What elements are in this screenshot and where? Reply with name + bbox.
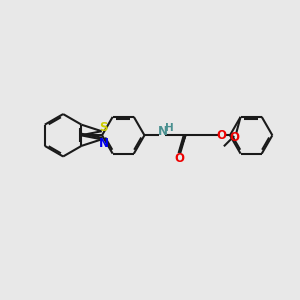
- Text: O: O: [216, 129, 226, 142]
- Text: S: S: [100, 121, 108, 134]
- Text: N: N: [99, 137, 109, 150]
- Text: H: H: [165, 123, 173, 133]
- Text: N: N: [158, 125, 167, 138]
- Text: O: O: [175, 152, 184, 165]
- Text: O: O: [230, 131, 240, 144]
